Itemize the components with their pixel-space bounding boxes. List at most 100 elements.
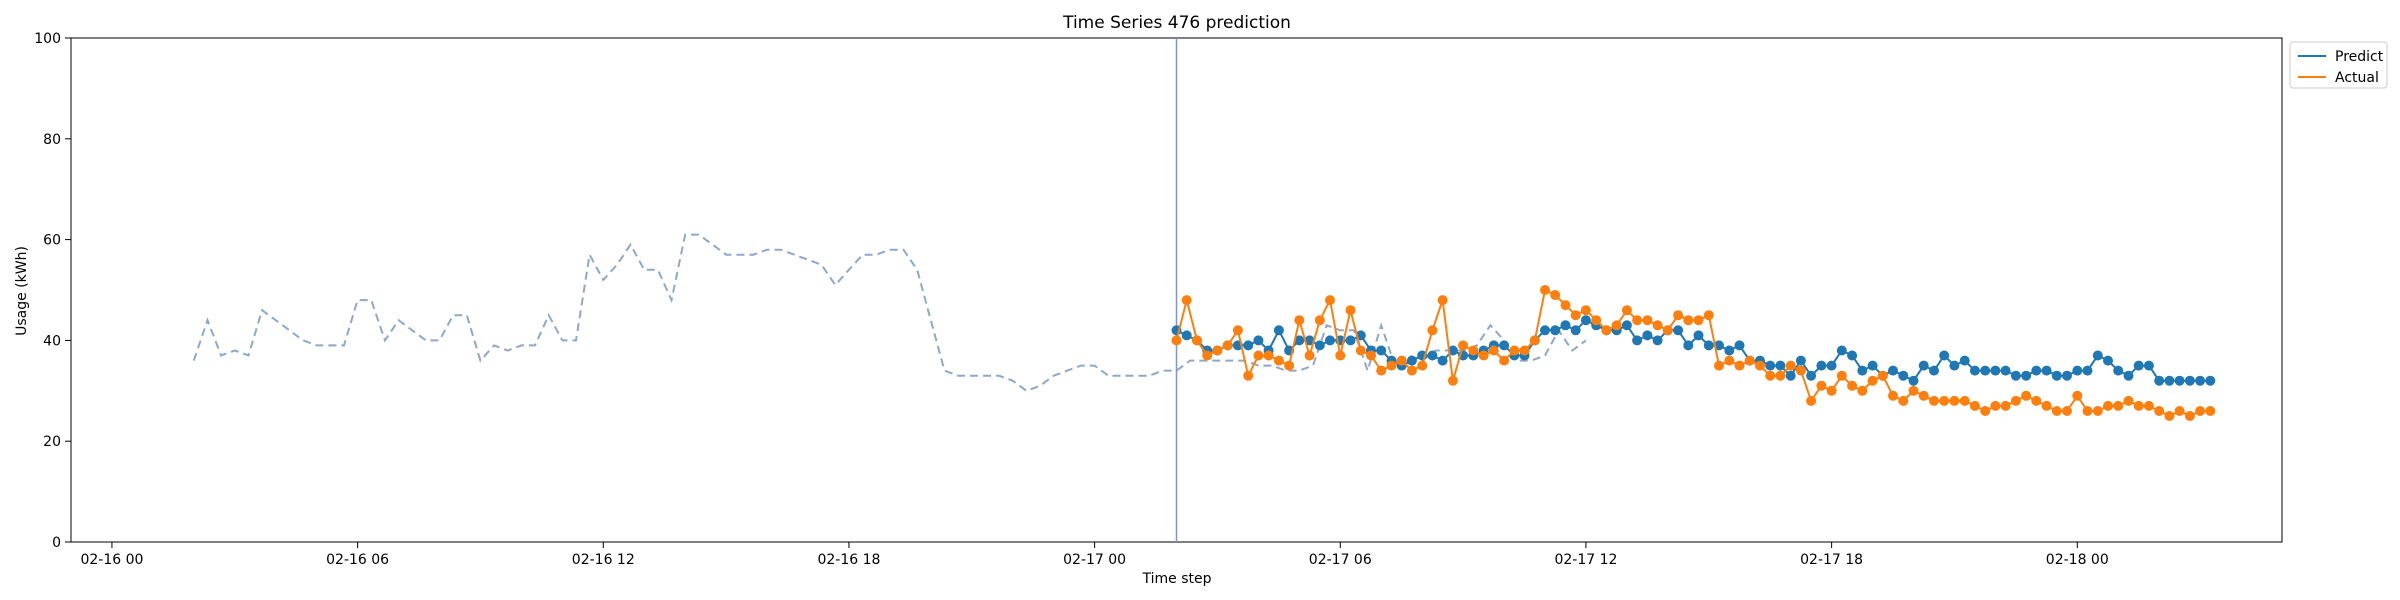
point-actual	[1703, 310, 1714, 321]
x-axis: 02-16 00 02-16 06 02-16 12 02-16 18 02-17 00…	[80, 542, 2109, 568]
point-actual	[1785, 360, 1796, 371]
point-actual	[1232, 325, 1243, 336]
point-actual	[1294, 315, 1305, 326]
point-actual	[1816, 380, 1827, 391]
y-tick-label: 80	[43, 132, 61, 148]
point-actual	[2062, 406, 2072, 416]
point-predict	[1836, 345, 1847, 356]
point-predict	[1714, 340, 1724, 351]
legend-label-actual: Actual	[2335, 70, 2379, 86]
point-predict	[2103, 355, 2113, 366]
point-actual	[1212, 345, 1223, 356]
x-tick-label: 02-17 12	[1554, 552, 1617, 568]
point-actual	[1939, 395, 1950, 406]
point-actual	[1847, 380, 1858, 391]
point-predict	[1621, 320, 1632, 331]
point-actual	[1632, 315, 1643, 326]
point-actual	[1795, 365, 1806, 376]
point-actual	[1836, 370, 1847, 381]
point-actual	[1806, 395, 1817, 406]
point-actual	[2092, 406, 2103, 416]
point-actual	[1499, 355, 1510, 366]
point-predict	[1765, 360, 1776, 371]
point-predict	[1652, 335, 1663, 346]
point-predict	[1734, 340, 1745, 351]
point-predict	[1253, 335, 1264, 346]
point-actual	[1908, 385, 1919, 396]
point-actual	[2195, 406, 2206, 416]
point-actual	[2205, 406, 2216, 416]
y-tick-label: 20	[43, 434, 61, 450]
point-predict	[1908, 375, 1919, 386]
x-tick-label: 02-17 18	[1800, 552, 1863, 568]
point-predict	[1632, 335, 1643, 346]
point-actual	[2184, 411, 2195, 421]
point-actual	[1744, 355, 1755, 366]
point-predict	[1857, 365, 1868, 376]
point-predict	[1703, 340, 1714, 351]
point-actual	[1222, 340, 1233, 351]
point-predict	[1406, 355, 1417, 366]
point-actual	[1755, 360, 1765, 371]
point-actual	[1673, 310, 1684, 321]
point-actual	[1519, 345, 1530, 356]
point-actual	[1765, 370, 1776, 381]
point-actual	[1734, 360, 1745, 371]
point-predict	[2184, 375, 2195, 386]
point-actual	[1181, 295, 1192, 306]
point-actual	[1468, 345, 1479, 356]
point-actual	[1580, 305, 1591, 316]
point-predict	[2164, 375, 2175, 386]
point-actual	[2031, 395, 2042, 406]
point-actual	[1877, 370, 1888, 381]
point-predict	[1304, 335, 1315, 346]
point-predict	[1499, 340, 1510, 351]
point-actual	[1570, 310, 1581, 321]
point-predict	[2174, 375, 2185, 386]
point-predict	[1693, 330, 1704, 341]
point-actual	[1345, 305, 1356, 316]
point-actual	[2154, 406, 2165, 416]
point-actual	[1458, 340, 1469, 351]
point-actual	[1355, 345, 1366, 356]
point-actual	[1560, 300, 1571, 311]
point-predict	[1273, 325, 1284, 336]
point-predict	[1959, 355, 1970, 366]
point-actual	[2164, 411, 2175, 421]
point-actual	[1335, 350, 1346, 361]
point-predict	[2123, 370, 2134, 381]
point-actual	[1540, 285, 1550, 295]
point-predict	[1642, 330, 1653, 341]
point-actual	[1621, 305, 1632, 316]
point-predict	[1918, 360, 1929, 371]
point-actual	[1662, 325, 1673, 336]
point-actual	[1171, 335, 1182, 346]
point-actual	[2103, 400, 2113, 411]
point-predict	[2205, 375, 2216, 386]
point-actual	[1693, 315, 1704, 326]
x-tick-label: 02-16 18	[817, 552, 880, 568]
point-actual	[1253, 350, 1264, 361]
point-predict	[1550, 325, 1561, 336]
point-actual	[1714, 360, 1724, 371]
point-predict	[1673, 325, 1684, 336]
point-actual	[1376, 365, 1387, 376]
plot-area	[70, 37, 2283, 543]
point-actual	[1888, 390, 1898, 401]
point-actual	[1990, 400, 2001, 411]
point-actual	[1488, 345, 1499, 356]
point-predict	[1376, 345, 1387, 356]
point-predict	[2154, 375, 2165, 386]
x-tick-label: 02-16 00	[80, 552, 143, 568]
point-predict	[1724, 345, 1735, 356]
point-predict	[2021, 370, 2032, 381]
point-actual	[2051, 406, 2062, 416]
point-predict	[2133, 360, 2144, 371]
point-actual	[1263, 350, 1274, 361]
point-actual	[2082, 406, 2093, 416]
point-actual	[1642, 315, 1653, 326]
point-predict	[1181, 330, 1192, 341]
point-actual	[2072, 390, 2083, 401]
point-predict	[1775, 360, 1786, 371]
point-predict	[1969, 365, 1980, 376]
